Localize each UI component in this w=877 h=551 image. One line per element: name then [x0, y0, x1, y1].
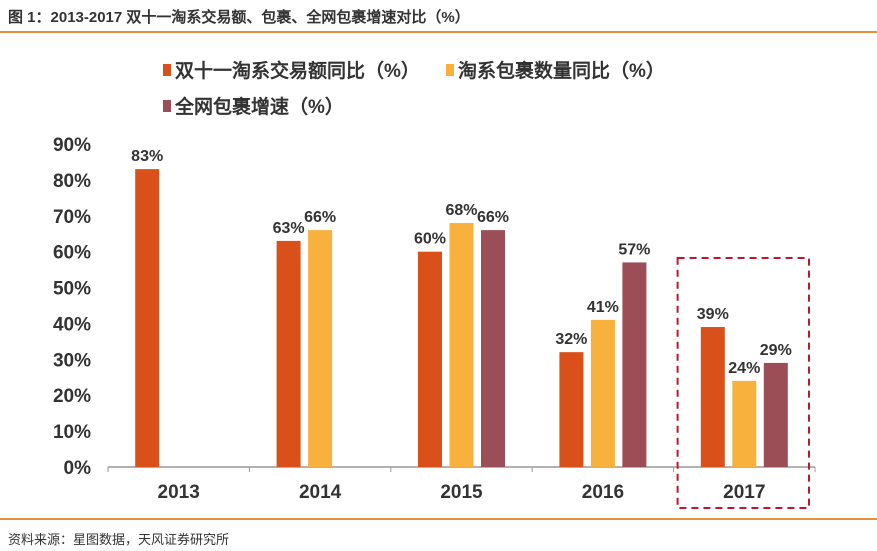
y-tick-label: 90% — [53, 135, 91, 156]
bar-2017-series-0 — [700, 327, 725, 467]
y-tick-label: 60% — [53, 243, 91, 264]
x-tick-label: 2015 — [440, 482, 483, 503]
legend-label: 淘系包裹数量同比（%） — [458, 61, 665, 82]
source-rule — [0, 518, 877, 520]
x-tick-label: 2013 — [158, 482, 200, 503]
bar-2015-series-0 — [418, 251, 442, 467]
bar-2016-series-0 — [559, 352, 584, 467]
highlight-box — [676, 257, 810, 509]
y-tick-label: 30% — [53, 350, 91, 371]
figure-title: 图 1：2013-2017 双十一淘系交易额、包裹、全网包裹增速对比（%） — [8, 9, 470, 26]
bar-2015-series-1 — [449, 222, 474, 467]
data-label: 83% — [131, 148, 163, 165]
y-tick-label: 20% — [53, 386, 91, 407]
legend-item-series-1: 淘系包裹数量同比（%） — [446, 56, 665, 83]
x-tick-label: 2014 — [299, 482, 342, 503]
legend-item-series-2: 全网包裹增速（%） — [163, 92, 344, 119]
legend-item-series-0: 双十一淘系交易额同比（%） — [163, 56, 420, 83]
bar-2015-series-2 — [481, 230, 505, 467]
bar-2016-series-2 — [622, 262, 647, 467]
legend-swatch — [163, 63, 171, 76]
data-label: 66% — [304, 209, 336, 226]
legend-label: 双十一淘系交易额同比（%） — [175, 61, 420, 82]
bar-2014-series-1 — [308, 230, 333, 467]
data-label: 60% — [414, 231, 446, 248]
y-tick-label: 70% — [53, 207, 91, 228]
bar-2013-series-0 — [135, 169, 160, 467]
x-tick-label: 2017 — [723, 482, 765, 503]
y-tick-label: 50% — [53, 279, 91, 300]
bar-2016-series-1 — [590, 319, 615, 467]
legend-swatch — [446, 63, 454, 76]
bar-2014-series-0 — [276, 240, 301, 467]
data-label: 63% — [273, 220, 305, 237]
x-tick-label: 2016 — [582, 482, 624, 503]
legend-swatch — [163, 99, 171, 112]
y-tick-label: 40% — [53, 314, 91, 335]
data-label: 57% — [618, 241, 650, 258]
data-label: 68% — [445, 202, 477, 219]
data-label: 24% — [728, 360, 760, 377]
data-label: 41% — [587, 299, 619, 316]
data-label: 39% — [697, 306, 729, 323]
legend-label: 全网包裹增速（%） — [175, 97, 344, 118]
y-tick-label: 10% — [53, 422, 91, 443]
y-tick-label: 0% — [64, 458, 92, 479]
title-rule — [0, 31, 877, 33]
data-label: 32% — [555, 331, 587, 348]
y-tick-label: 80% — [53, 171, 91, 192]
data-label: 29% — [760, 342, 792, 359]
bar-2017-series-1 — [732, 380, 757, 467]
bar-2017-series-2 — [763, 362, 788, 467]
source-note: 资料来源：星图数据，天风证券研究所 — [8, 532, 230, 547]
data-label: 66% — [477, 209, 509, 226]
